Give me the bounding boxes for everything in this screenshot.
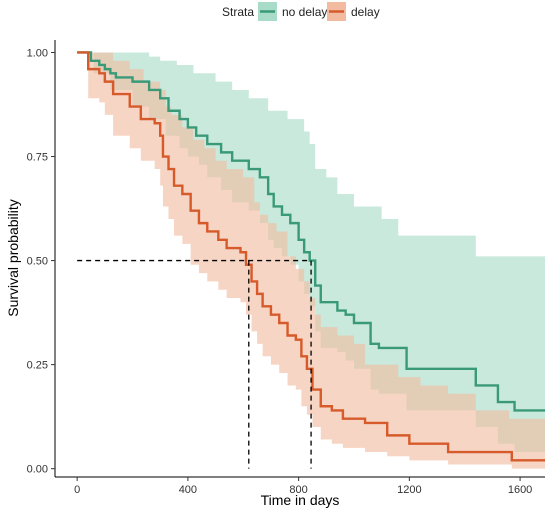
x-axis-label: Time in days — [261, 492, 340, 508]
x-tick-label: 800 — [289, 484, 307, 496]
y-tick-label: 1.00 — [27, 47, 48, 59]
x-ticks: 0 400 800 1200 1600 — [74, 477, 532, 496]
y-tick-label: 0.50 — [27, 256, 48, 268]
x-tick-label: 400 — [179, 484, 197, 496]
y-tick-label: 0.00 — [27, 464, 48, 476]
y-ticks: 0.00 0.25 0.50 0.75 1.00 — [27, 47, 55, 476]
median-lines — [77, 259, 312, 469]
legend: Strata no delay delay — [222, 2, 380, 21]
y-tick-label: 0.75 — [27, 152, 48, 164]
x-tick-label: 1600 — [508, 484, 532, 496]
legend-label-no-delay: no delay — [282, 5, 327, 19]
y-axis-label: Survival probability — [5, 199, 21, 317]
survival-curve-delay — [77, 51, 545, 462]
x-tick-label: 1200 — [397, 484, 421, 496]
y-tick-label: 0.25 — [27, 360, 48, 372]
confidence-band-delay — [77, 52, 545, 469]
legend-title: Strata — [222, 5, 254, 19]
survival-curve-no-delay — [77, 51, 545, 412]
x-tick-label: 0 — [74, 484, 80, 496]
confidence-bands — [77, 52, 545, 469]
axes: 0 400 800 1200 1600 0.00 0.25 0.50 0.75 1.00 Tim… — [5, 40, 545, 508]
survival-curves — [77, 51, 545, 462]
legend-label-delay: delay — [351, 5, 380, 19]
